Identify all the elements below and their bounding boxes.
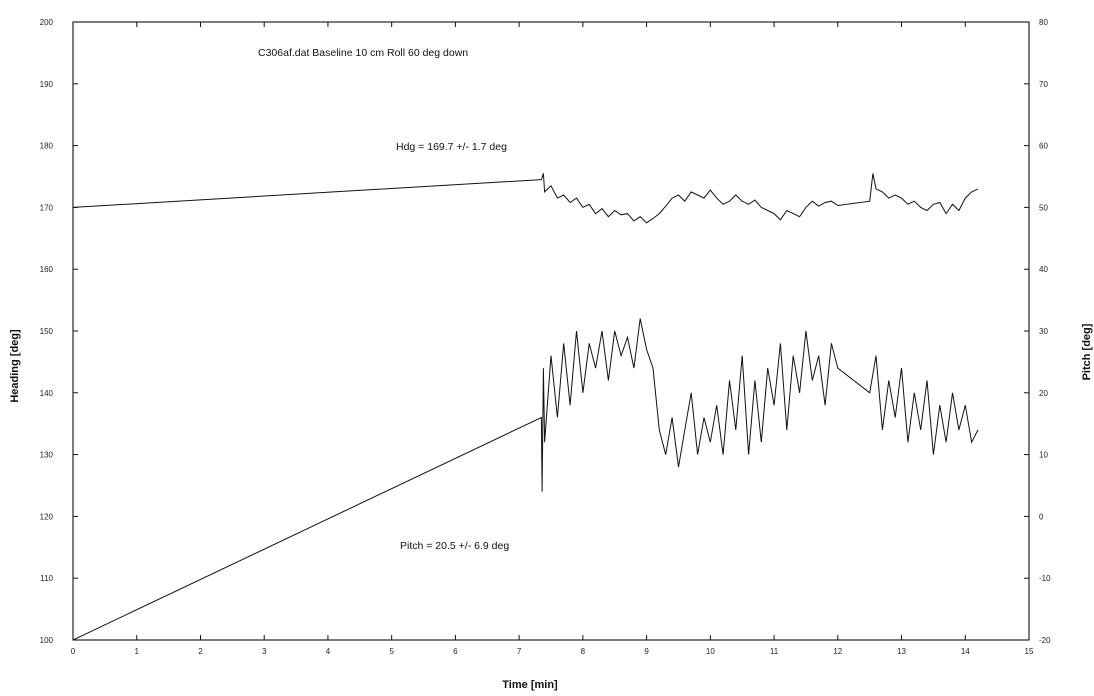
y2-tick-label: 70 (1039, 80, 1048, 89)
chart-data-lines (73, 173, 978, 640)
y2-tick-label: 20 (1039, 389, 1048, 398)
y2-tick-label: -10 (1039, 574, 1051, 583)
y-tick-label: 190 (40, 80, 54, 89)
x-tick-label: 7 (517, 647, 522, 656)
plot-frame (73, 22, 1029, 640)
heading-stats-annotation: Hdg = 169.7 +/- 1.7 deg (396, 141, 507, 153)
x-tick-label: 5 (389, 647, 394, 656)
pitch-stats-annotation: Pitch = 20.5 +/- 6.9 deg (400, 540, 509, 552)
y-axis-title-heading: Heading [deg] (9, 329, 21, 403)
y-axis-title-pitch: Pitch [deg] (1081, 323, 1093, 380)
x-tick-label: 4 (326, 647, 331, 656)
y2-tick-label: 60 (1039, 142, 1048, 151)
x-tick-label: 15 (1025, 647, 1034, 656)
y-tick-label: 180 (40, 142, 54, 151)
y2-tick-label: 0 (1039, 512, 1044, 521)
x-tick-label: 13 (897, 647, 906, 656)
chart-axes: 0 1 2 3 4 5 6 7 8 9 10 11 12 13 14 15100110120130140150… (40, 18, 1051, 656)
y-tick-label: 170 (40, 203, 54, 212)
heading-series-line (73, 173, 978, 222)
y-tick-label: 100 (40, 636, 54, 645)
y-tick-label: 200 (40, 18, 54, 27)
y-tick-label: 160 (40, 265, 54, 274)
y-tick-label: 140 (40, 389, 54, 398)
x-axis-title: Time [min] (502, 679, 558, 691)
x-tick-label: 8 (581, 647, 586, 656)
y2-tick-label: -20 (1039, 636, 1051, 645)
pitch-series-line (73, 319, 978, 640)
x-tick-label: 12 (833, 647, 842, 656)
x-tick-label: 1 (135, 647, 140, 656)
x-tick-label: 11 (770, 647, 779, 656)
x-tick-label: 6 (453, 647, 458, 656)
x-tick-label: 3 (262, 647, 267, 656)
chart-title: C306af.dat Baseline 10 cm Roll 60 deg do… (258, 47, 468, 59)
y-tick-label: 120 (40, 512, 54, 521)
y2-tick-label: 40 (1039, 265, 1048, 274)
x-tick-label: 10 (706, 647, 715, 656)
y-tick-label: 130 (40, 451, 54, 460)
y2-tick-label: 30 (1039, 327, 1048, 336)
y-tick-label: 150 (40, 327, 54, 336)
x-tick-label: 9 (644, 647, 649, 656)
x-tick-label: 2 (198, 647, 203, 656)
y2-tick-label: 10 (1039, 451, 1048, 460)
y-tick-label: 110 (40, 574, 53, 583)
x-tick-label: 0 (71, 647, 76, 656)
y2-tick-label: 80 (1039, 18, 1048, 27)
x-tick-label: 14 (961, 647, 970, 656)
y2-tick-label: 50 (1039, 203, 1048, 212)
